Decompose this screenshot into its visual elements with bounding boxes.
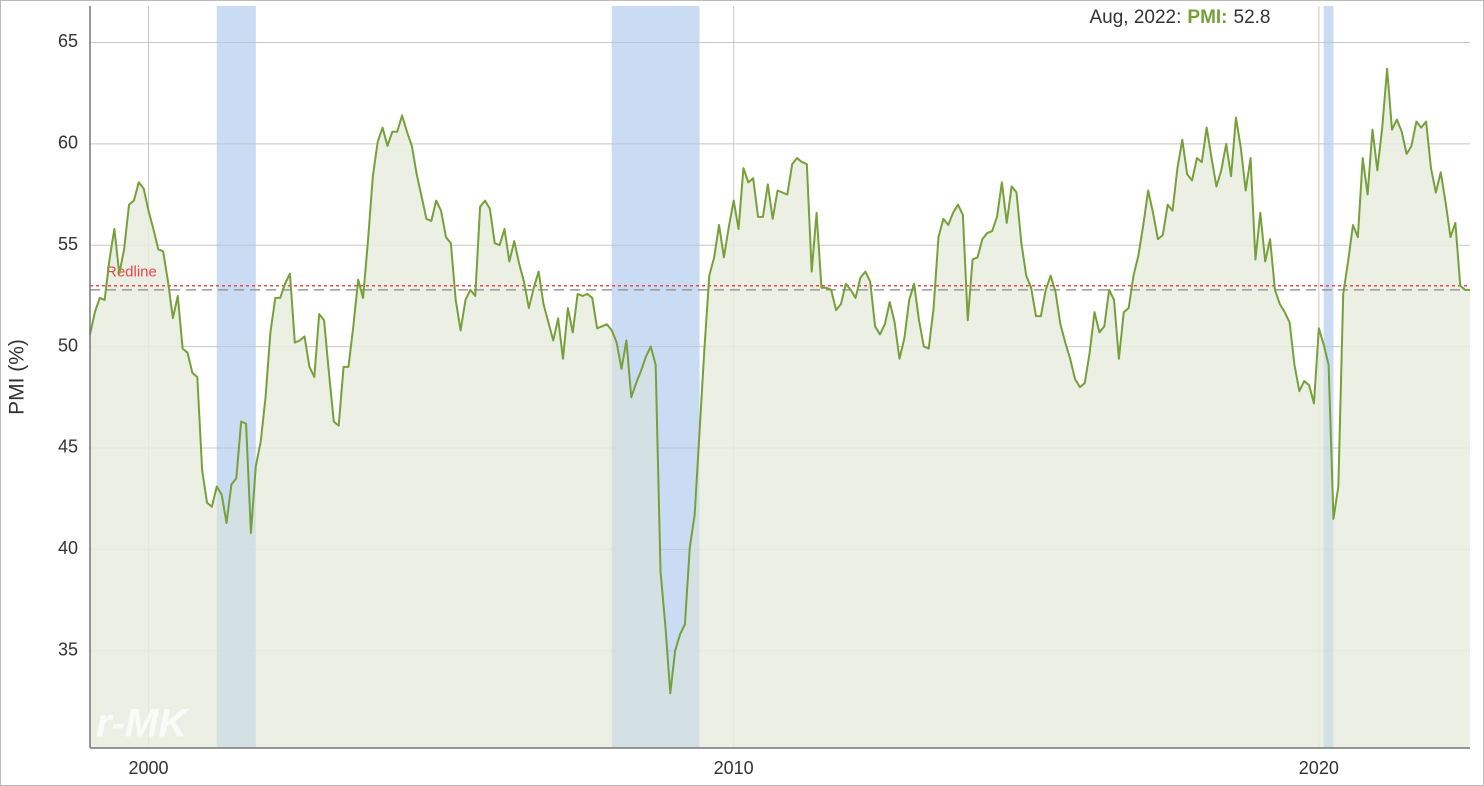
x-tick-label: 2000 bbox=[128, 758, 168, 778]
x-tick-label: 2010 bbox=[714, 758, 754, 778]
recession-band bbox=[216, 6, 256, 748]
y-tick-label: 65 bbox=[58, 31, 78, 51]
y-tick-label: 35 bbox=[58, 639, 78, 659]
tooltip-date: Aug, 2022: bbox=[1089, 7, 1181, 28]
y-tick-label: 45 bbox=[58, 437, 78, 457]
y-axis-label: PMI (%) bbox=[6, 339, 29, 415]
line bbox=[89, 67, 1470, 695]
area-fill bbox=[90, 68, 1470, 749]
tooltip-series: PMI: bbox=[1187, 7, 1227, 28]
x-tick-label: 2020 bbox=[1299, 758, 1339, 778]
y-tick-label: 50 bbox=[58, 335, 78, 355]
y-tick-label: 60 bbox=[58, 133, 78, 153]
tooltip: Aug, 2022: PMI: 52.8 bbox=[1089, 7, 1270, 28]
reference-label: Redline bbox=[106, 264, 157, 281]
tooltip-value: 52.8 bbox=[1234, 7, 1271, 28]
watermark: r-MK bbox=[96, 702, 190, 746]
y-tick-label: 55 bbox=[58, 234, 78, 254]
y-tick-label: 40 bbox=[58, 538, 78, 558]
